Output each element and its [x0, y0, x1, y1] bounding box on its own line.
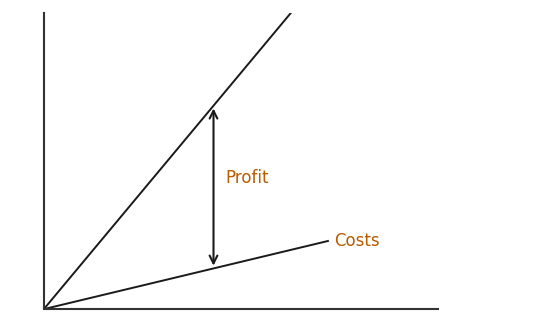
- Text: Costs: Costs: [334, 232, 379, 250]
- Text: Profit: Profit: [225, 169, 269, 187]
